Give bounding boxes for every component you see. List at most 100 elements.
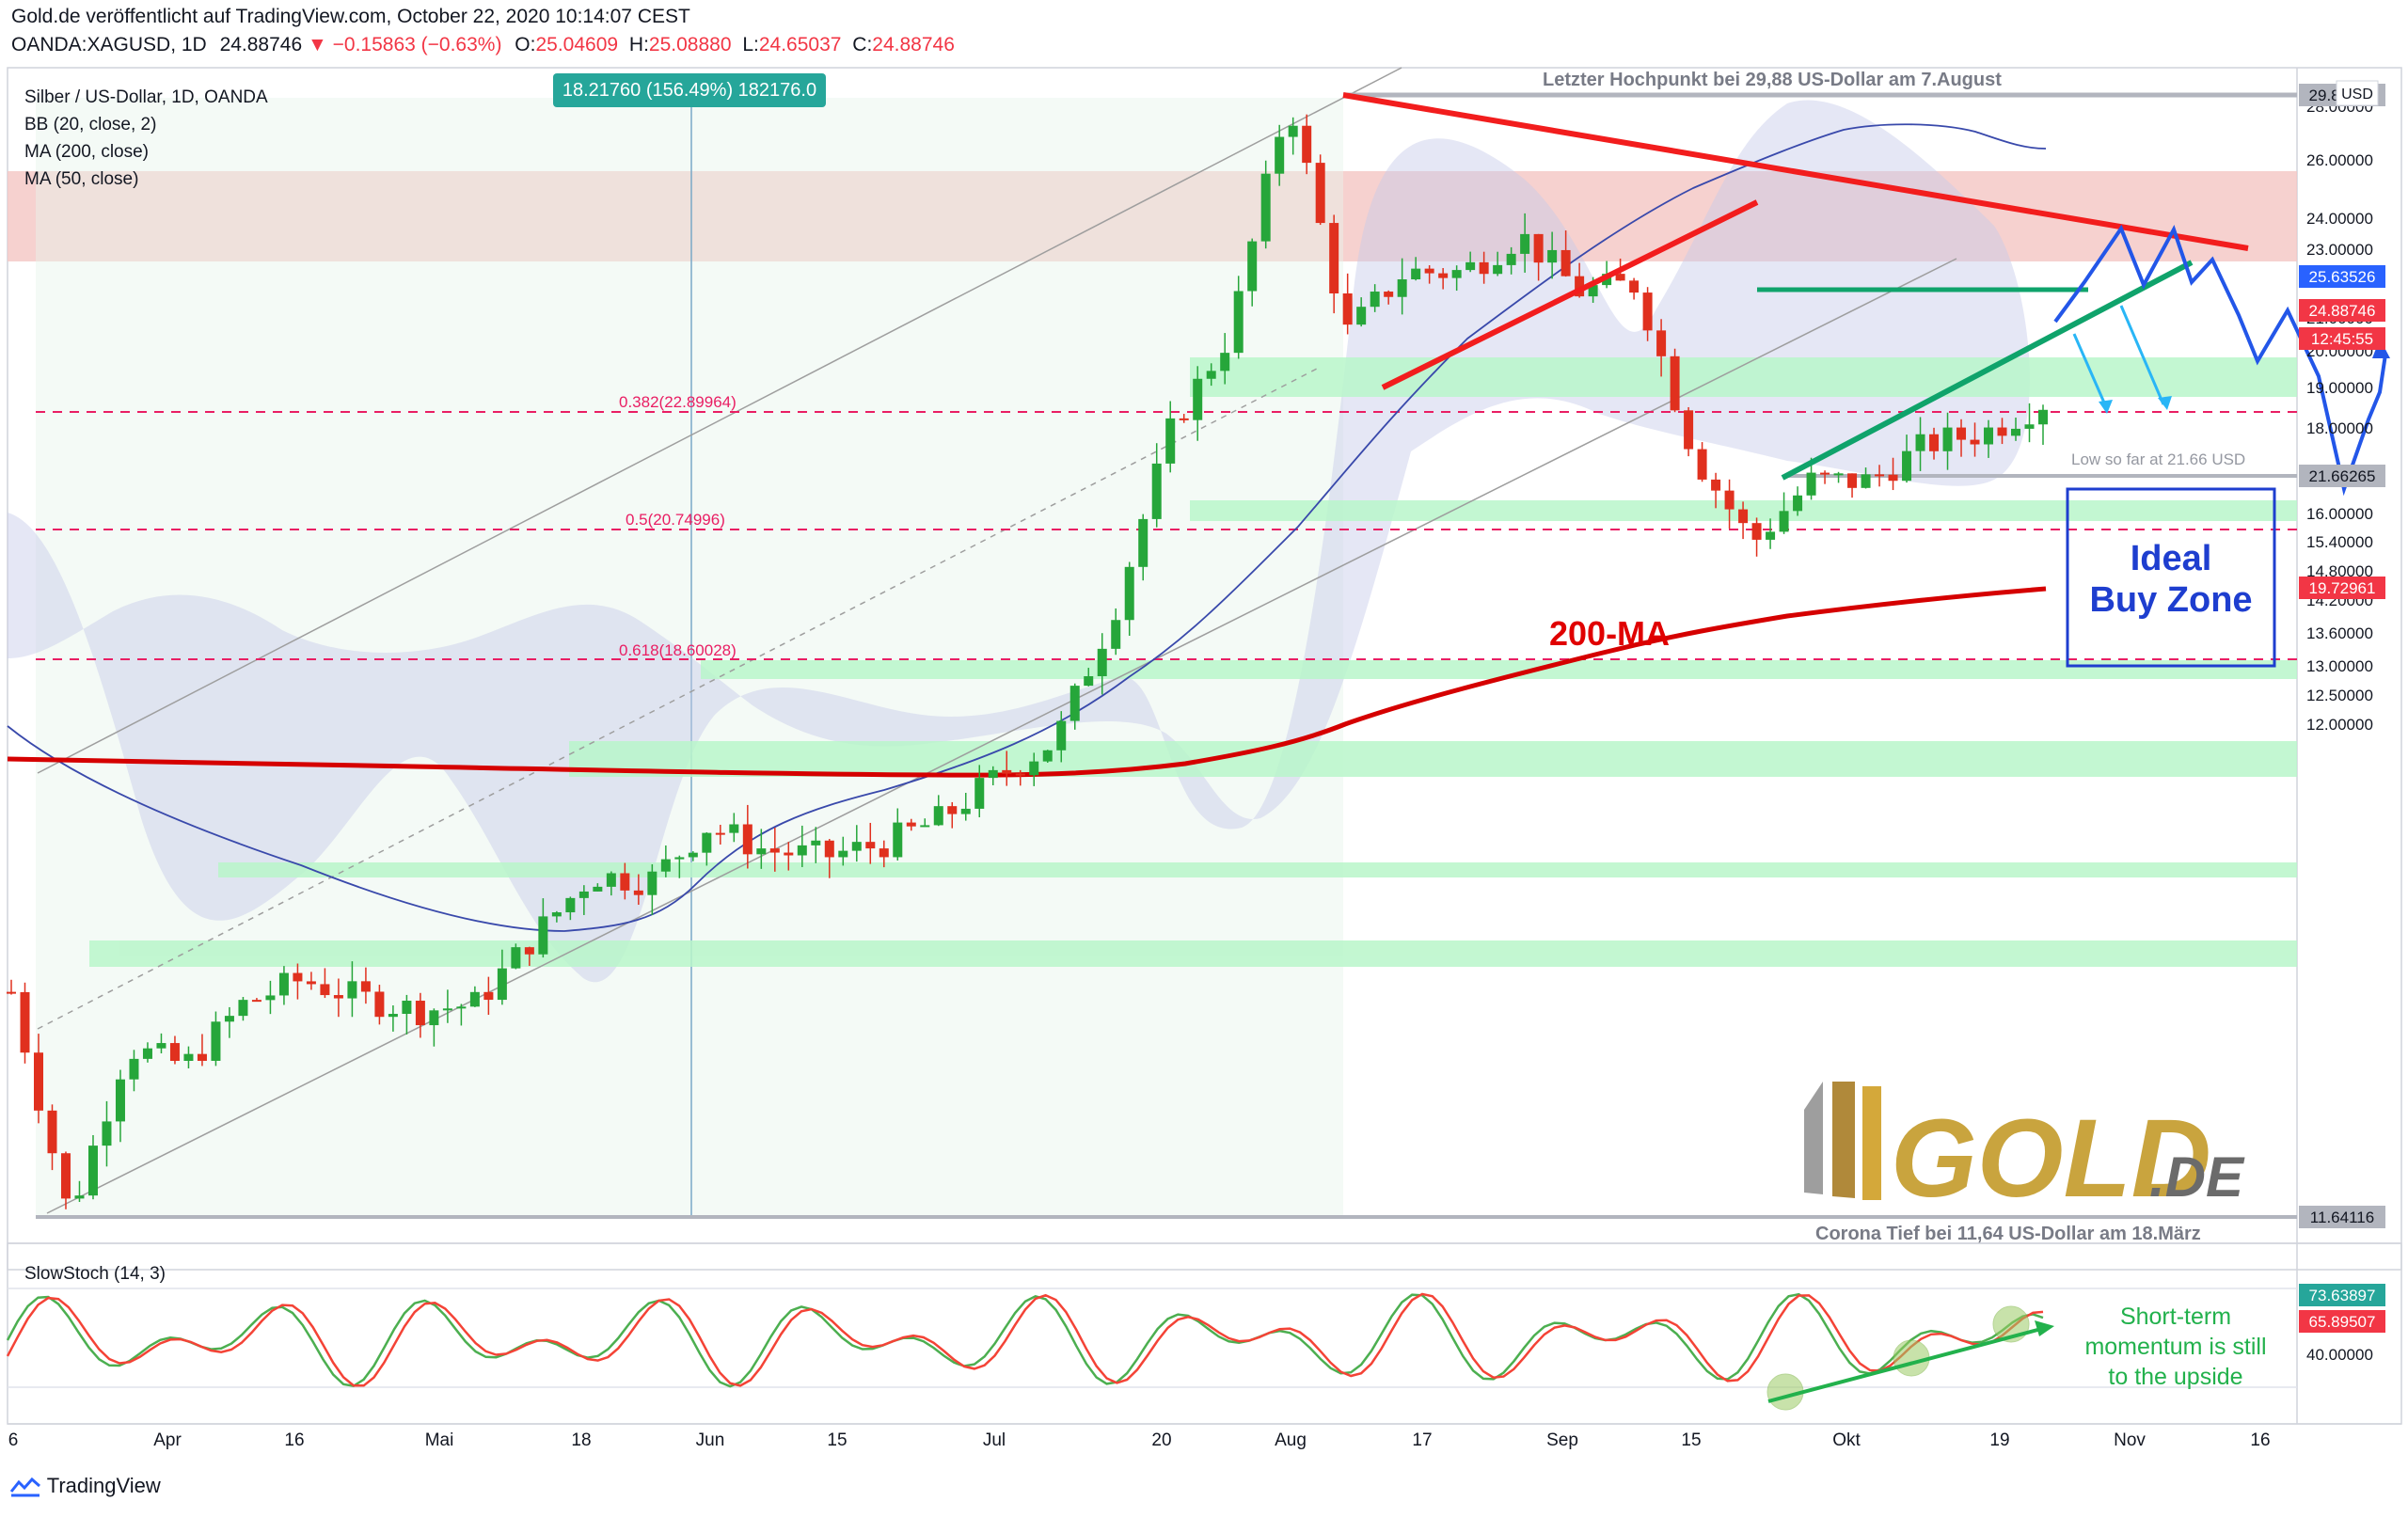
candle-body [947, 806, 958, 814]
candle-body [606, 873, 616, 887]
candle-body [1206, 371, 1216, 379]
open-label: O: [515, 34, 536, 55]
candle-body [2024, 424, 2035, 429]
candle-body [1056, 720, 1067, 751]
momentum-note-3: to the upside [2108, 1364, 2242, 1390]
candle-body [1138, 518, 1149, 567]
candle-body [1533, 233, 1544, 263]
time-tick-label: 17 [1412, 1430, 1432, 1450]
close-label: C: [852, 34, 873, 55]
candle-body [74, 1195, 85, 1199]
candle-body [2011, 428, 2021, 436]
candle-body [293, 972, 303, 982]
low-so-far-label: Low so far at 21.66 USD [2071, 450, 2245, 468]
candle-body [2038, 409, 2048, 425]
price-tick-label: 13.00000 [2306, 657, 2373, 675]
time-tick-label: 20 [1151, 1430, 1171, 1450]
candle-body [1111, 620, 1121, 649]
candle-body [1615, 274, 1625, 281]
time-tick-label: Mai [425, 1430, 454, 1450]
price-tick-label: 19.00000 [2306, 379, 2373, 397]
candle-body [1929, 434, 1940, 451]
candle-body [593, 886, 603, 892]
candle-body [906, 822, 916, 827]
last-price: 24.88746 [219, 34, 303, 55]
candle-body [1002, 769, 1012, 774]
candle-body [538, 916, 548, 955]
candle-body [129, 1058, 139, 1080]
candle-body [851, 842, 862, 851]
legend-ma200: MA (200, close) [24, 142, 149, 162]
fib-lines [36, 411, 2297, 660]
candle-body [102, 1121, 112, 1146]
measure-tooltip: 18.21760 (156.49%) 182176.0 [553, 73, 826, 107]
candle-body [1942, 427, 1953, 451]
candle-body [415, 1001, 425, 1026]
cyan-arrow-head-2 [2158, 396, 2172, 410]
candle-body [115, 1079, 125, 1122]
candle-body [769, 848, 780, 853]
price-badge-text: 24.88746 [2309, 302, 2376, 320]
candle-body [988, 769, 998, 779]
time-tick-label: Jun [696, 1430, 725, 1450]
tradingview-brand: TradingView [46, 1474, 161, 1497]
candle-body [1724, 490, 1735, 510]
candle-body [742, 824, 752, 855]
candle-body [1042, 750, 1053, 762]
candle-body [715, 832, 725, 835]
candle-body [1902, 450, 1912, 482]
price-badge-text: 11.64116 [2310, 1209, 2374, 1226]
publish-info: Gold.de veröffentlicht auf TradingView.c… [11, 6, 690, 28]
price-tick-label: 18.00000 [2306, 419, 2373, 437]
candle-body [660, 859, 671, 872]
candle-body [197, 1053, 207, 1061]
candle-body [756, 848, 767, 855]
resistance-zone [8, 171, 2297, 261]
candle-body [1370, 292, 1380, 308]
momentum-note-1: Short-term [2120, 1304, 2231, 1330]
price-badge [2299, 465, 2385, 487]
price-badges: 29.8800025.6352624.8874612:45:5521.66265… [2299, 84, 2385, 1228]
low-label: L: [742, 34, 759, 55]
price-badge [2299, 265, 2385, 288]
fib-50-label: 0.5(20.74996) [626, 511, 725, 529]
candle-body [483, 991, 494, 1001]
candle-body [47, 1110, 57, 1154]
time-tick-label: 15 [1681, 1430, 1701, 1450]
candle-body [1493, 264, 1503, 275]
currency-box[interactable] [2336, 80, 2379, 106]
fib-382-label: 0.382(22.89964) [619, 393, 737, 411]
uptrend-line [1781, 260, 2194, 481]
low-value: 24.65037 [758, 34, 842, 55]
candle-body [374, 991, 385, 1018]
candle-body [879, 848, 889, 858]
price-axis[interactable]: 28.0000026.0000024.0000023.0000022.00000… [2306, 98, 2373, 734]
price-tick-label: 26.00000 [2306, 151, 2373, 169]
candle-body [1956, 427, 1967, 440]
candle-body [1438, 273, 1449, 278]
candle-body [702, 832, 712, 853]
candle-body [1288, 125, 1298, 137]
measure-area [36, 98, 1343, 1217]
time-tick-label: 16 [2250, 1430, 2270, 1450]
candle-body [1984, 427, 1994, 445]
time-tick-label: Aug [1275, 1430, 1307, 1450]
candle-body [1302, 125, 1312, 164]
price-tick-label: 16.00000 [2306, 505, 2373, 523]
candle-body [278, 972, 289, 996]
candle-body [1220, 353, 1230, 371]
candle-body [838, 850, 848, 858]
time-axis[interactable]: 6 Apr 16 Mai 18 Jun 15 Jul 20 Aug 17 Sep 15 Okt 19 Nov 1… [8, 1430, 2271, 1450]
bottom-level-label: Corona Tief bei 11,64 US-Dollar am 18.Mä… [1815, 1224, 2201, 1244]
candle-body [1670, 356, 1680, 411]
candle-body [1069, 686, 1080, 721]
high-label: H: [628, 34, 649, 55]
price-tick-label: 12.50000 [2306, 687, 2373, 704]
tradingview-footer[interactable]: TradingView [9, 1474, 161, 1498]
candle-body [1833, 473, 1844, 476]
candle-body [360, 981, 371, 992]
candle-body [1479, 261, 1489, 275]
candle-body [1997, 427, 2007, 436]
stoch-k-badge [2299, 1284, 2385, 1306]
